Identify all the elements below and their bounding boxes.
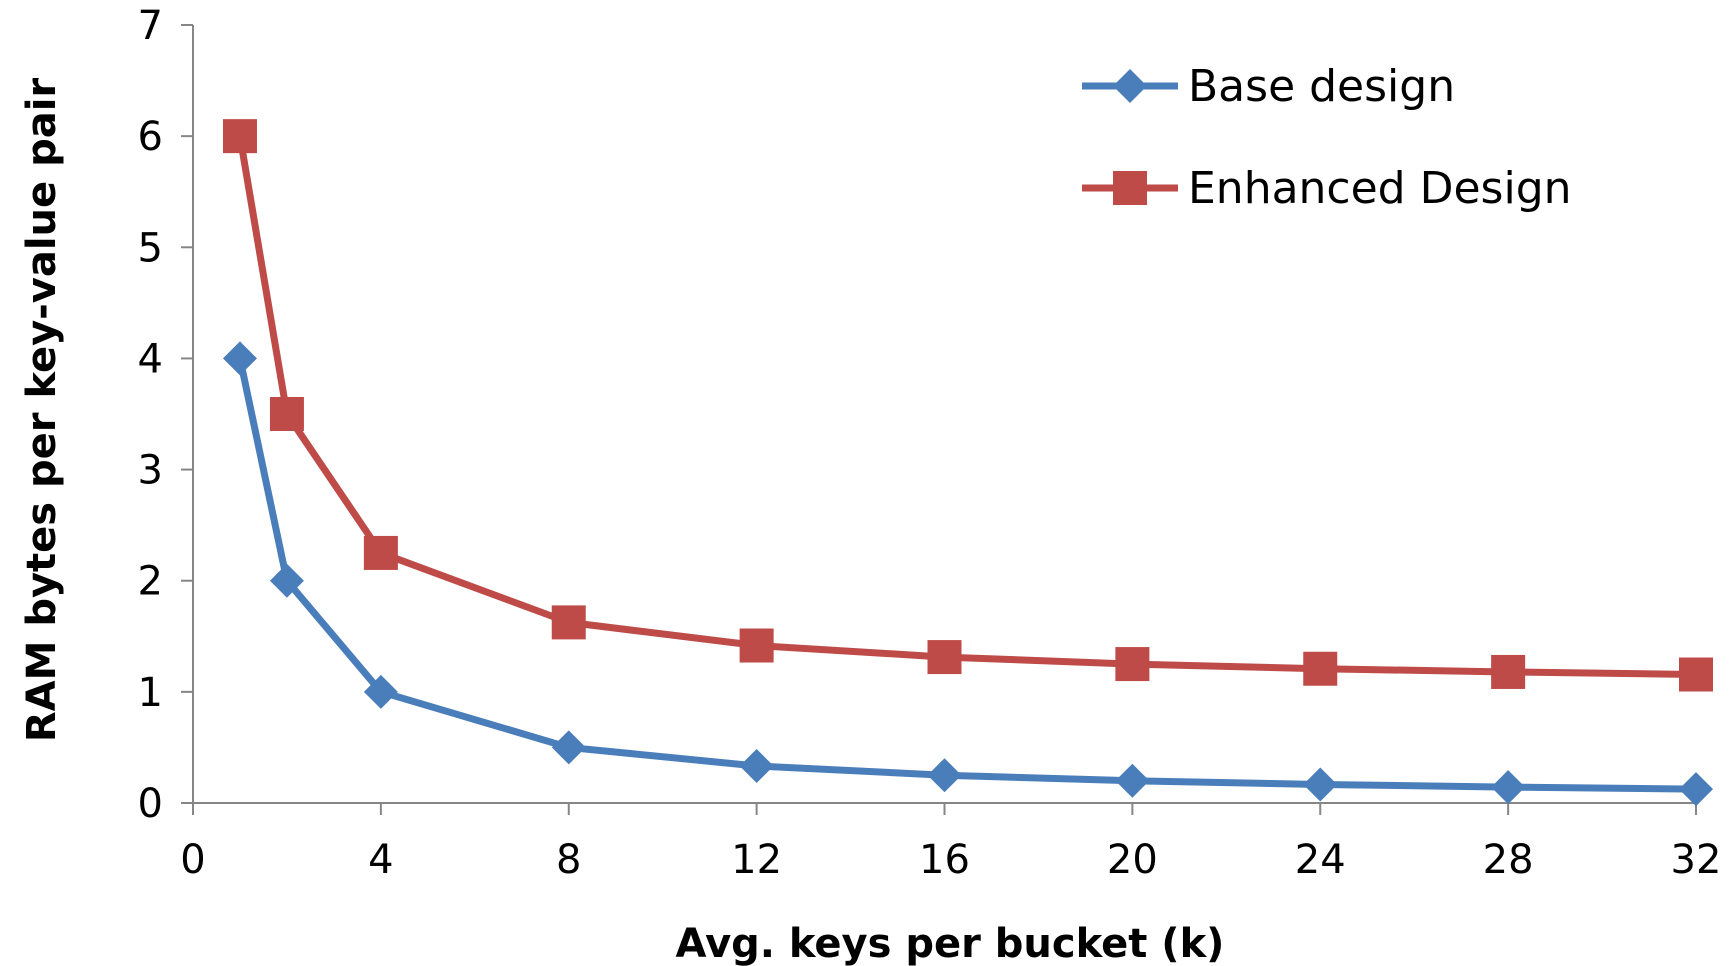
y-tick-label: 4 — [138, 336, 163, 382]
x-tick-label: 12 — [731, 837, 782, 883]
legend-item: Base design — [1082, 61, 1455, 112]
y-tick-label: 1 — [138, 670, 163, 716]
data-point — [363, 674, 398, 709]
data-point — [551, 730, 586, 765]
legend-label: Base design — [1188, 61, 1455, 112]
y-axis-title: RAM bytes per key-value pair — [19, 78, 65, 743]
x-tick-label: 8 — [556, 837, 581, 883]
data-point — [1303, 767, 1338, 802]
data-point — [1679, 657, 1713, 692]
y-ticks: 0 1 2 3 4 5 6 7 — [138, 3, 193, 827]
x-tick-label: 16 — [919, 837, 970, 883]
data-point — [222, 119, 257, 154]
data-point — [927, 758, 962, 793]
x-tick-label: 0 — [180, 837, 205, 883]
series-layer — [222, 119, 1713, 807]
legend: Base design Enhanced Design — [1082, 61, 1572, 214]
legend-item: Enhanced Design — [1082, 163, 1572, 214]
data-point — [222, 341, 257, 376]
legend-label: Enhanced Design — [1188, 163, 1572, 214]
data-point — [551, 605, 586, 640]
series-line — [236, 135, 1697, 679]
y-tick-label: 6 — [138, 114, 163, 160]
x-ticks: 0 4 8 12 16 20 24 28 32 — [180, 803, 1721, 883]
data-point — [1303, 651, 1338, 686]
x-tick-label: 32 — [1671, 837, 1722, 883]
y-tick-label: 0 — [138, 781, 163, 827]
data-point — [269, 397, 304, 431]
x-tick-label: 20 — [1107, 837, 1158, 883]
legend-marker — [1113, 171, 1147, 205]
y-tick-label: 5 — [138, 225, 163, 271]
data-point — [1115, 647, 1150, 682]
x-tick-label: 28 — [1483, 837, 1534, 883]
data-point — [927, 640, 962, 675]
data-point — [1491, 770, 1526, 805]
series-line — [236, 357, 1697, 793]
data-point — [1491, 654, 1526, 689]
legend-marker — [1113, 69, 1147, 103]
series-2 — [222, 119, 1713, 692]
x-axis-title: Avg. keys per bucket (k) — [676, 921, 1225, 966]
data-point — [269, 563, 304, 598]
axes — [192, 25, 1696, 804]
x-tick-label: 4 — [368, 837, 393, 883]
series-1 — [222, 341, 1713, 807]
data-point — [1115, 763, 1150, 798]
data-point — [739, 628, 774, 663]
y-tick-label: 3 — [138, 448, 163, 494]
y-tick-label: 2 — [138, 559, 163, 605]
y-tick-label: 7 — [138, 3, 163, 49]
data-point — [739, 748, 774, 783]
data-point — [1679, 772, 1713, 807]
data-point — [363, 535, 398, 570]
x-tick-label: 24 — [1295, 837, 1346, 883]
